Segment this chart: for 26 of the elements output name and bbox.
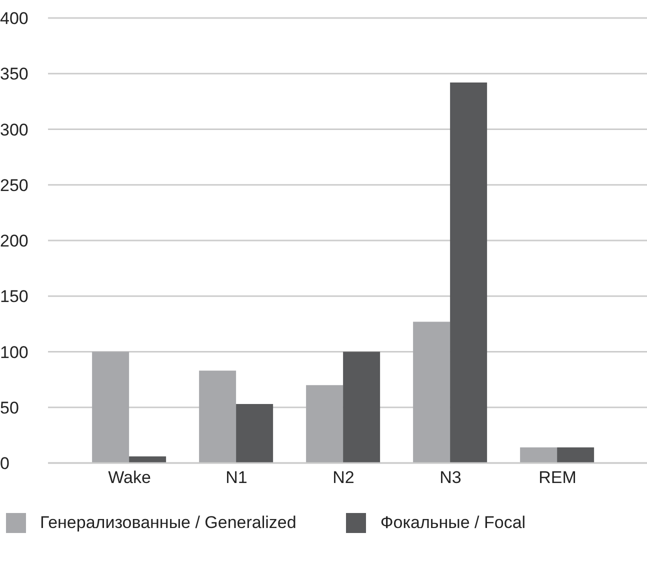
y-tick-label: 200 [0, 232, 28, 250]
y-tick-label: 300 [0, 120, 28, 140]
bar [199, 370, 236, 463]
bar [306, 385, 344, 463]
bar [520, 447, 558, 463]
y-tick-label: 150 [0, 287, 28, 306]
bar [92, 352, 130, 463]
bar [129, 456, 166, 463]
x-tick-label: N3 [440, 468, 462, 488]
y-tick-label: 400 [0, 9, 28, 28]
x-tick-label: REM [538, 468, 576, 488]
legend-label: Фокальные / Focal [380, 513, 526, 533]
y-tick-label: 100 [0, 342, 28, 362]
bar [236, 404, 274, 463]
y-tick-label: 0 [0, 454, 10, 473]
y-tick-label: 50 [0, 398, 19, 418]
y-tick-label: 250 [0, 176, 28, 195]
bar [450, 82, 488, 463]
x-tick-label: N2 [332, 468, 354, 488]
bar [557, 447, 594, 463]
x-tick-label: N1 [226, 468, 248, 488]
legend-label: Генерализованные / Generalized [40, 513, 296, 533]
y-tick-label: 350 [0, 64, 28, 84]
x-tick-label: Wake [108, 468, 151, 488]
bar [343, 352, 380, 463]
bar [413, 322, 450, 463]
